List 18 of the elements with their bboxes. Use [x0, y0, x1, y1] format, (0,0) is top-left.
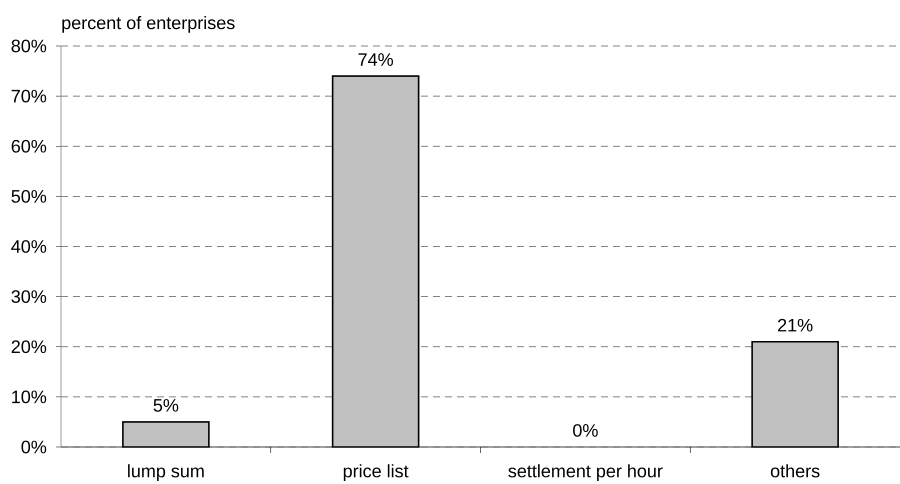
y-tick-label: 30%	[11, 290, 46, 303]
y-tick-label: 60%	[12, 140, 46, 153]
y-tick-label: 0%	[21, 440, 46, 454]
y-tick-label: 50%	[11, 190, 46, 203]
x-tick-label: price list	[344, 464, 408, 481]
data-label: 5%	[154, 399, 178, 412]
y-tick-label: 20%	[12, 340, 46, 354]
x-tick-label: others	[770, 464, 820, 478]
y-tick-label: 80%	[12, 40, 46, 52]
y-tick-label: 40%	[11, 240, 46, 253]
y-axis-title: percent of enterprises	[62, 16, 235, 33]
y-tick-label: 70%	[12, 90, 46, 102]
x-tick-label: settlement per hour	[508, 464, 663, 481]
y-tick-label: 10%	[12, 390, 46, 404]
data-label: 74%	[358, 53, 393, 66]
data-label: 21%	[778, 318, 812, 332]
x-tick-label: lump sum	[128, 464, 204, 481]
data-label: 0%	[573, 424, 598, 437]
